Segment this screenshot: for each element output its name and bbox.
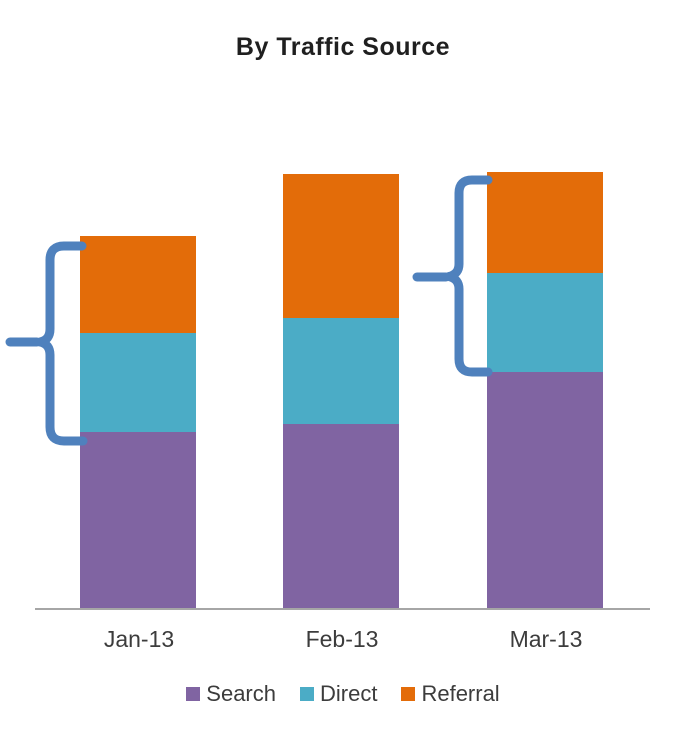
bar-segment-referral — [283, 174, 399, 318]
bar-jan-13 — [80, 236, 196, 608]
legend-label-referral: Referral — [421, 681, 500, 706]
legend-item-search: Search — [186, 681, 276, 707]
legend-swatch-direct-icon — [300, 687, 314, 701]
x-axis-label-jan: Jan-13 — [103, 626, 175, 652]
bar-feb-13 — [283, 174, 399, 608]
bar-segment-search — [283, 424, 399, 608]
chart-title: By Traffic Source — [235, 33, 451, 61]
bar-segment-direct — [487, 273, 603, 372]
legend-item-direct: Direct — [300, 681, 377, 707]
legend-label-direct: Direct — [320, 681, 378, 706]
bar-segment-referral — [80, 236, 196, 333]
bar-segment-direct — [283, 318, 399, 424]
legend-swatch-referral-icon — [401, 687, 416, 701]
x-axis-label-feb: Feb-13 — [305, 626, 379, 652]
x-axis-line — [35, 608, 650, 610]
x-axis-label-mar: Mar-13 — [509, 626, 583, 652]
legend-label-search: Search — [206, 681, 276, 706]
left-brace-mar — [444, 175, 493, 377]
bar-segment-referral — [487, 172, 603, 273]
left-brace-jan — [35, 241, 88, 446]
bar-segment-search — [80, 432, 196, 608]
legend-item-referral: Referral — [401, 681, 500, 707]
legend: Search Direct Referral — [0, 681, 686, 707]
bar-mar-13 — [487, 172, 603, 608]
bar-segment-direct — [80, 333, 196, 432]
bar-segment-search — [487, 372, 603, 608]
legend-swatch-search-icon — [186, 687, 201, 701]
